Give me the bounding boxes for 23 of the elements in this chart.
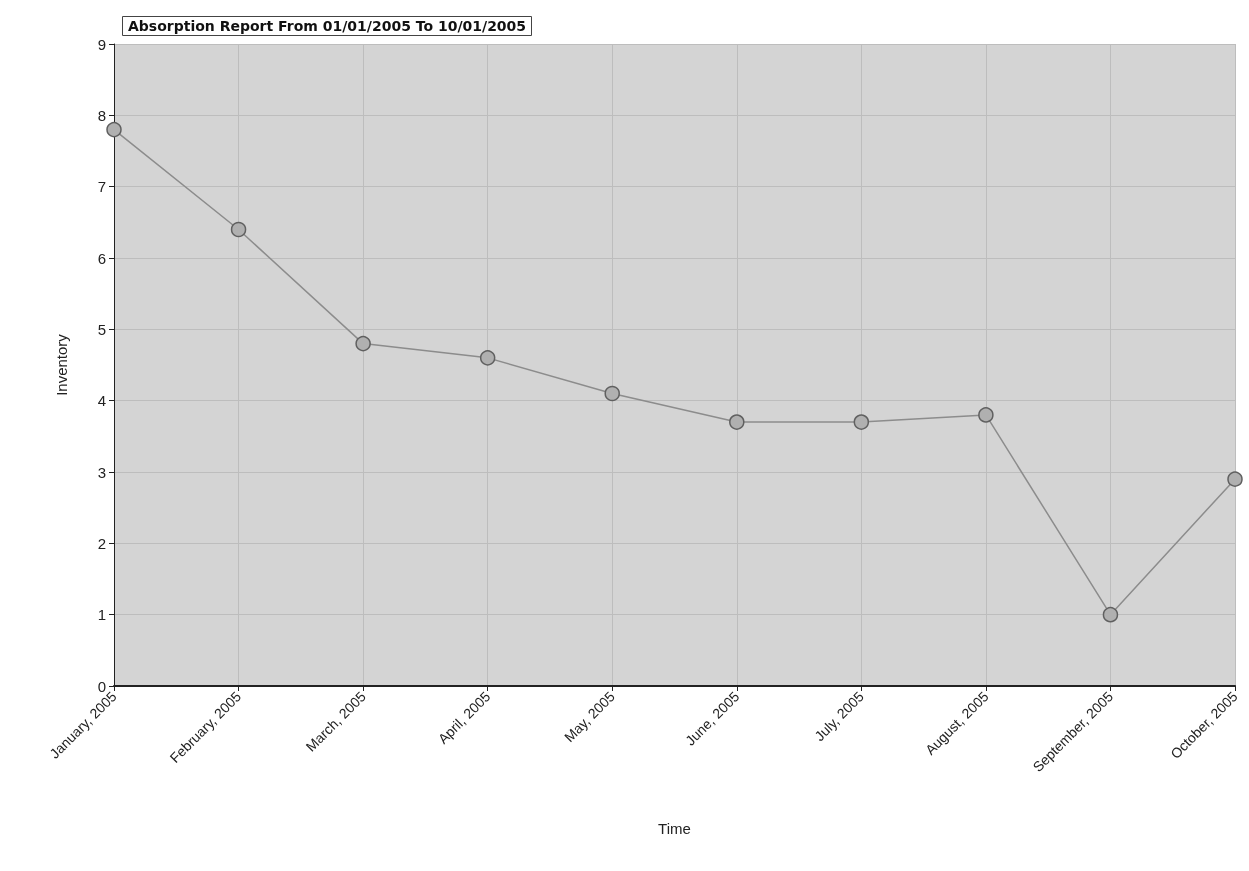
point (853, 414, 870, 430)
y-tick-label: 7 (97, 178, 106, 196)
y-tick-label: 5 (97, 320, 106, 338)
y-tick-label: 9 (97, 35, 106, 53)
point (1102, 606, 1119, 623)
point (1227, 471, 1243, 487)
y-tick-label: 8 (97, 106, 106, 124)
point (978, 407, 994, 423)
point (230, 221, 247, 238)
chart-title: Absorption Report From 01/01/2005 To 10/01/2005 (128, 18, 527, 34)
y-tick-label: 0 (97, 677, 106, 695)
x-axis-title: Time (658, 820, 691, 837)
point (479, 350, 496, 366)
y-tick-label: 1 (97, 606, 106, 624)
y-tick-label: 4 (97, 392, 106, 410)
point (106, 121, 122, 138)
point (729, 414, 745, 430)
point (355, 335, 371, 352)
y-tick-label: 3 (97, 463, 106, 481)
y-tick-label: 2 (97, 534, 106, 552)
y-tick-label: 6 (97, 249, 106, 267)
y-axis-title: Inventory (53, 333, 70, 396)
point (604, 385, 620, 402)
